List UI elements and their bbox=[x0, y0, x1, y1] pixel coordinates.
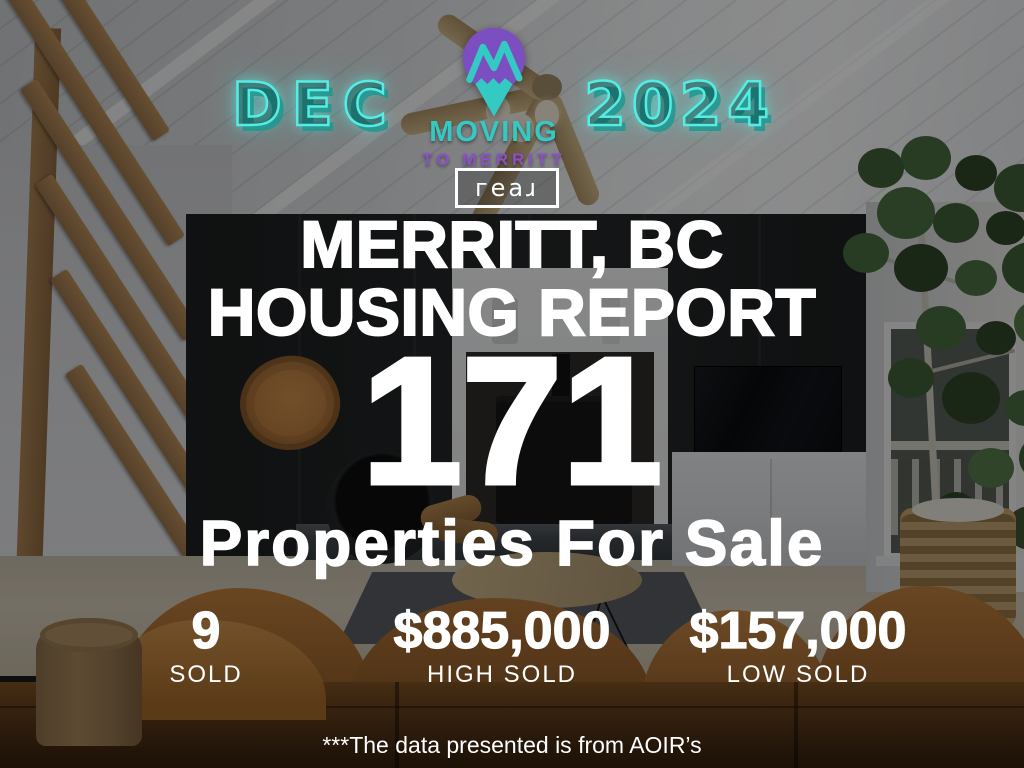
title-line2: HOUSING REPORT bbox=[207, 275, 817, 349]
disclaimer-text: ***The data presented is from AOIR’s bbox=[322, 732, 702, 758]
basket-filler bbox=[912, 498, 1004, 522]
stove-pipe bbox=[552, 354, 570, 400]
mantel-decor bbox=[602, 290, 620, 344]
log-holder bbox=[326, 452, 438, 564]
couch-front bbox=[0, 682, 1024, 768]
stat-label: LOW SOLD bbox=[726, 661, 870, 688]
logo-name: MOVING bbox=[429, 116, 559, 148]
logo-tagline: TO MERRITT bbox=[422, 150, 566, 169]
month-label: DEC bbox=[231, 69, 397, 142]
stat-value: 9 bbox=[191, 602, 221, 660]
listing-caption: Properties For Sale bbox=[199, 506, 825, 580]
wood-stove bbox=[496, 396, 632, 524]
year-label: 2024 bbox=[583, 69, 775, 142]
television bbox=[694, 366, 842, 454]
plant-leaves bbox=[858, 148, 904, 188]
title-line1: MERRITT, BC bbox=[299, 207, 724, 281]
listing-count: 171 bbox=[359, 321, 664, 522]
stat-value: $157,000 bbox=[689, 602, 907, 660]
moving-to-merritt-logo: MOVING TO MERRITT bbox=[404, 26, 584, 170]
stat-high-sold: $885,000 HIGH SOLD bbox=[352, 602, 652, 689]
stat-low-sold: $157,000 LOW SOLD bbox=[648, 602, 948, 689]
white-credenza bbox=[672, 452, 868, 566]
page-title: MERRITT, BC HOUSING REPORT bbox=[0, 207, 1024, 349]
stat-sold: 9 SOLD bbox=[96, 602, 316, 689]
mountain-pin-icon bbox=[462, 27, 526, 117]
stat-label: SOLD bbox=[169, 661, 243, 688]
ceiling-fan-light bbox=[510, 114, 534, 142]
deck-railing bbox=[891, 441, 1009, 450]
stat-value: $885,000 bbox=[393, 602, 611, 660]
stat-label: HIGH SOLD bbox=[426, 661, 578, 688]
stump-side-table bbox=[36, 618, 142, 746]
mantel-decor bbox=[492, 298, 518, 344]
ceiling-fan-light bbox=[535, 100, 559, 128]
real-brokerage-logo: гeaɹ bbox=[455, 168, 559, 208]
fireplace-surround bbox=[452, 268, 668, 546]
ceiling-fan-hub bbox=[532, 74, 562, 100]
